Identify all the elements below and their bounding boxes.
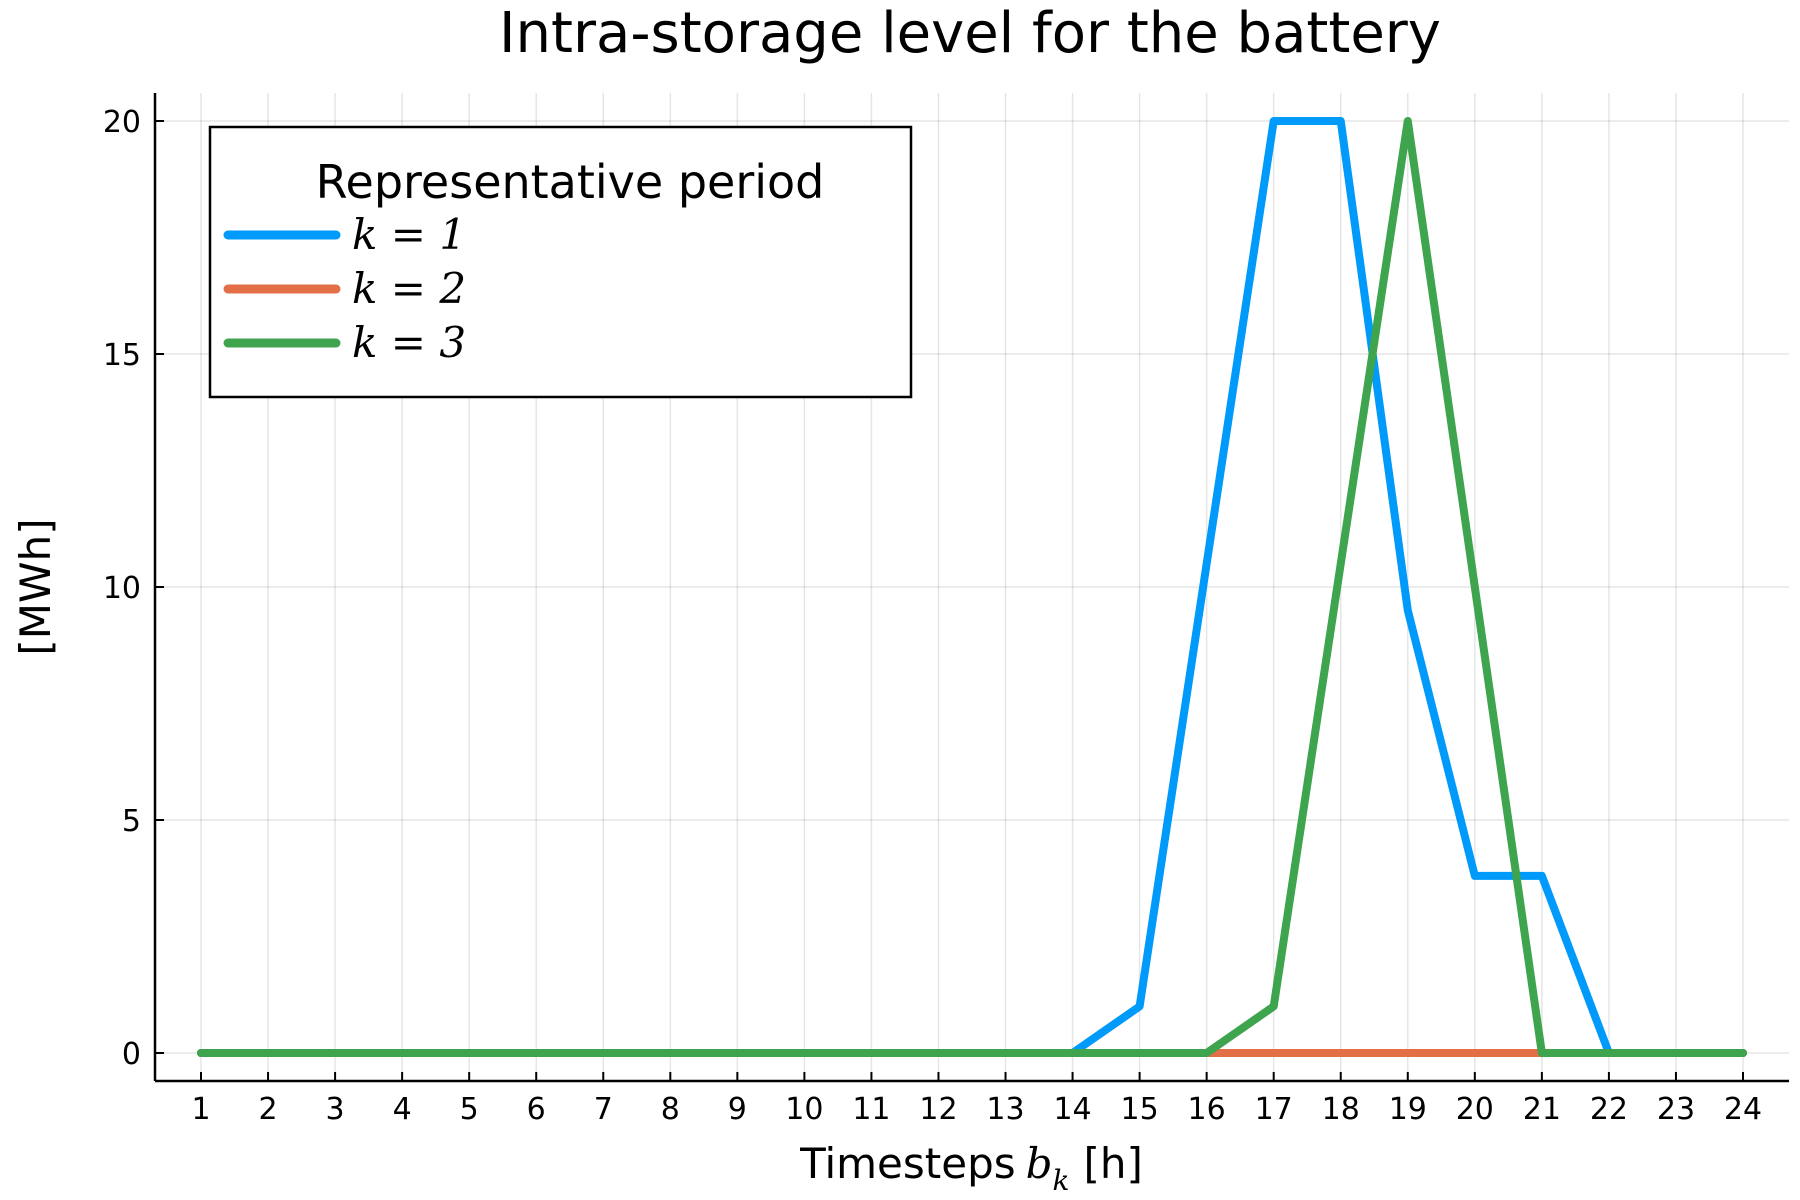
x-axis-label-text: Timesteps [799,1139,1016,1188]
legend-title: Representative period [316,155,825,209]
x-axis-label-math: b [1026,1139,1053,1188]
series-line-k3 [197,117,1747,1057]
y-tick-label: 10 [103,571,141,606]
legend-label-k1: k = 1 [352,210,466,259]
legend-label-k3: k = 3 [352,318,466,367]
x-tick-label: 13 [986,1092,1024,1127]
x-tick-label: 8 [661,1092,680,1127]
x-axis-label-unit: [h] [1084,1139,1143,1188]
x-tick-label: 21 [1523,1092,1561,1127]
x-tick-label: 2 [258,1092,277,1127]
x-tick-label: 4 [393,1092,412,1127]
y-tick-label: 0 [122,1037,141,1072]
x-tick-label: 22 [1590,1092,1628,1127]
y-tick-label: 5 [122,804,141,839]
series-lines [197,117,1747,1057]
x-axis-label-sub: k [1053,1164,1070,1197]
x-tick-label: 7 [594,1092,613,1127]
x-tick-label: 19 [1389,1092,1427,1127]
x-axis-label: Timesteps bk [h] [799,1139,1143,1197]
y-tick-label: 20 [103,105,141,140]
axes: 1 2 3 4 5 6 7 8 9 10 11 12 13 14 15 16 17 18 19 20 21 22 23 240… [103,93,1789,1127]
x-tick-label: 6 [527,1092,546,1127]
x-tick-label: 14 [1053,1092,1091,1127]
x-tick-label: 10 [785,1092,823,1127]
x-tick-label: 15 [1121,1092,1159,1127]
x-tick-label: 17 [1255,1092,1293,1127]
x-tick-label: 20 [1456,1092,1494,1127]
legend-label-k2: k = 2 [352,264,466,313]
y-tick-label: 15 [103,338,141,373]
x-tick-label: 11 [852,1092,890,1127]
x-tick-label: 24 [1724,1092,1762,1127]
x-tick-label: 12 [919,1092,957,1127]
y-axis-label: [MWh] [11,518,60,655]
x-tick-label: 3 [326,1092,345,1127]
legend: Representative period k = 1 k = 2 k = 3 [208,125,913,399]
x-tick-label: 18 [1322,1092,1360,1127]
chart-title: Intra-storage level for the battery [499,1,1441,66]
x-tick-label: 5 [460,1092,479,1127]
x-tick-label: 1 [191,1092,210,1127]
x-tick-label: 9 [728,1092,747,1127]
x-tick-label: 16 [1188,1092,1226,1127]
legend-box [208,125,913,399]
x-tick-label: 23 [1657,1092,1695,1127]
